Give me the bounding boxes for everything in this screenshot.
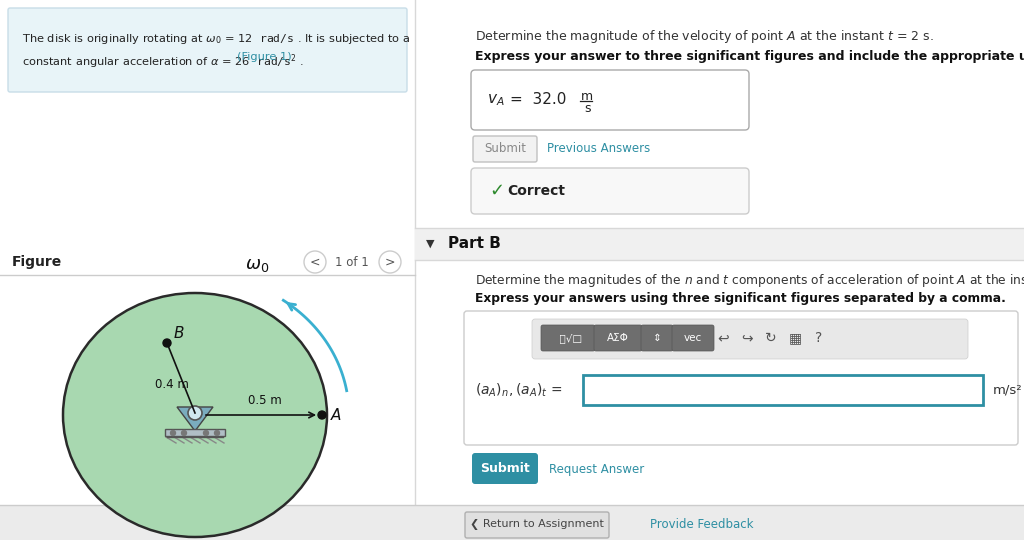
Text: <: < (309, 255, 321, 268)
Text: Express your answers using three significant figures separated by a comma.: Express your answers using three signifi… (475, 292, 1006, 305)
Text: Provide Feedback: Provide Feedback (650, 518, 754, 531)
Text: constant angular acceleration of $\alpha$ = 26  $\mathtt{rad/s^2}$ .: constant angular acceleration of $\alpha… (22, 52, 305, 71)
FancyBboxPatch shape (471, 70, 749, 130)
Text: Correct: Correct (507, 184, 565, 198)
Circle shape (188, 406, 202, 420)
Text: vec: vec (684, 333, 702, 343)
Text: ▦: ▦ (788, 331, 802, 345)
Text: $(a_A)_n, (a_A)_t$ =: $(a_A)_n, (a_A)_t$ = (475, 381, 562, 399)
FancyBboxPatch shape (583, 375, 983, 405)
Text: ↩: ↩ (717, 331, 729, 345)
FancyBboxPatch shape (594, 325, 642, 351)
Circle shape (171, 430, 175, 435)
Circle shape (379, 251, 401, 273)
FancyBboxPatch shape (672, 325, 714, 351)
Text: Figure: Figure (12, 255, 62, 269)
FancyBboxPatch shape (165, 429, 225, 436)
Text: >: > (385, 255, 395, 268)
Text: ΑΣΦ: ΑΣΦ (607, 333, 629, 343)
Text: $v_A$: $v_A$ (487, 92, 505, 107)
Circle shape (181, 430, 186, 435)
Text: Submit: Submit (480, 462, 529, 476)
Text: s: s (584, 102, 591, 115)
Text: ↻: ↻ (765, 331, 777, 345)
FancyBboxPatch shape (465, 512, 609, 538)
Circle shape (163, 339, 171, 347)
Circle shape (304, 251, 326, 273)
Text: 0.4 m: 0.4 m (155, 377, 188, 390)
Text: ?: ? (815, 331, 822, 345)
Text: ⇕: ⇕ (652, 333, 662, 343)
Polygon shape (177, 407, 213, 431)
Ellipse shape (63, 293, 327, 537)
Text: $\omega_0$: $\omega_0$ (245, 256, 269, 274)
Circle shape (214, 430, 219, 435)
Text: The disk is originally rotating at $\omega_0$ = 12  $\mathtt{rad/s}$ . It is sub: The disk is originally rotating at $\ome… (22, 32, 411, 46)
Text: m: m (581, 90, 593, 103)
Text: 0.5 m: 0.5 m (248, 394, 282, 407)
Circle shape (204, 430, 209, 435)
FancyBboxPatch shape (8, 8, 407, 92)
Text: Submit: Submit (484, 143, 526, 156)
FancyBboxPatch shape (532, 319, 968, 359)
Text: Part B: Part B (449, 237, 501, 252)
Text: ✓: ✓ (489, 182, 504, 200)
Text: Express your answer to three significant figures and include the appropriate uni: Express your answer to three significant… (475, 50, 1024, 63)
Text: ↪: ↪ (741, 331, 753, 345)
FancyBboxPatch shape (415, 228, 1024, 260)
Text: 1 of 1: 1 of 1 (335, 255, 369, 268)
Circle shape (318, 411, 326, 419)
Text: Determine the magnitude of the velocity of point $\mathit{A}$ at the instant $t$: Determine the magnitude of the velocity … (475, 28, 934, 45)
FancyBboxPatch shape (464, 311, 1018, 445)
Text: Determine the magnitudes of the $n$ and $t$ components of acceleration of point : Determine the magnitudes of the $n$ and … (475, 272, 1024, 289)
Text: ⬛√□: ⬛√□ (553, 333, 583, 343)
FancyBboxPatch shape (471, 168, 749, 214)
Text: ▼: ▼ (426, 239, 434, 249)
Text: Previous Answers: Previous Answers (547, 143, 650, 156)
Text: $A$: $A$ (330, 407, 342, 423)
Text: Request Answer: Request Answer (549, 462, 644, 476)
FancyBboxPatch shape (641, 325, 673, 351)
FancyBboxPatch shape (472, 453, 538, 484)
Text: =  32.0: = 32.0 (510, 92, 566, 107)
Text: m/s²: m/s² (993, 383, 1023, 396)
FancyBboxPatch shape (473, 136, 537, 162)
Text: ❮ Return to Assignment: ❮ Return to Assignment (470, 519, 604, 530)
FancyBboxPatch shape (541, 325, 595, 351)
Text: (Figure 1): (Figure 1) (237, 52, 292, 62)
Text: $B$: $B$ (173, 325, 184, 341)
FancyBboxPatch shape (0, 505, 1024, 540)
